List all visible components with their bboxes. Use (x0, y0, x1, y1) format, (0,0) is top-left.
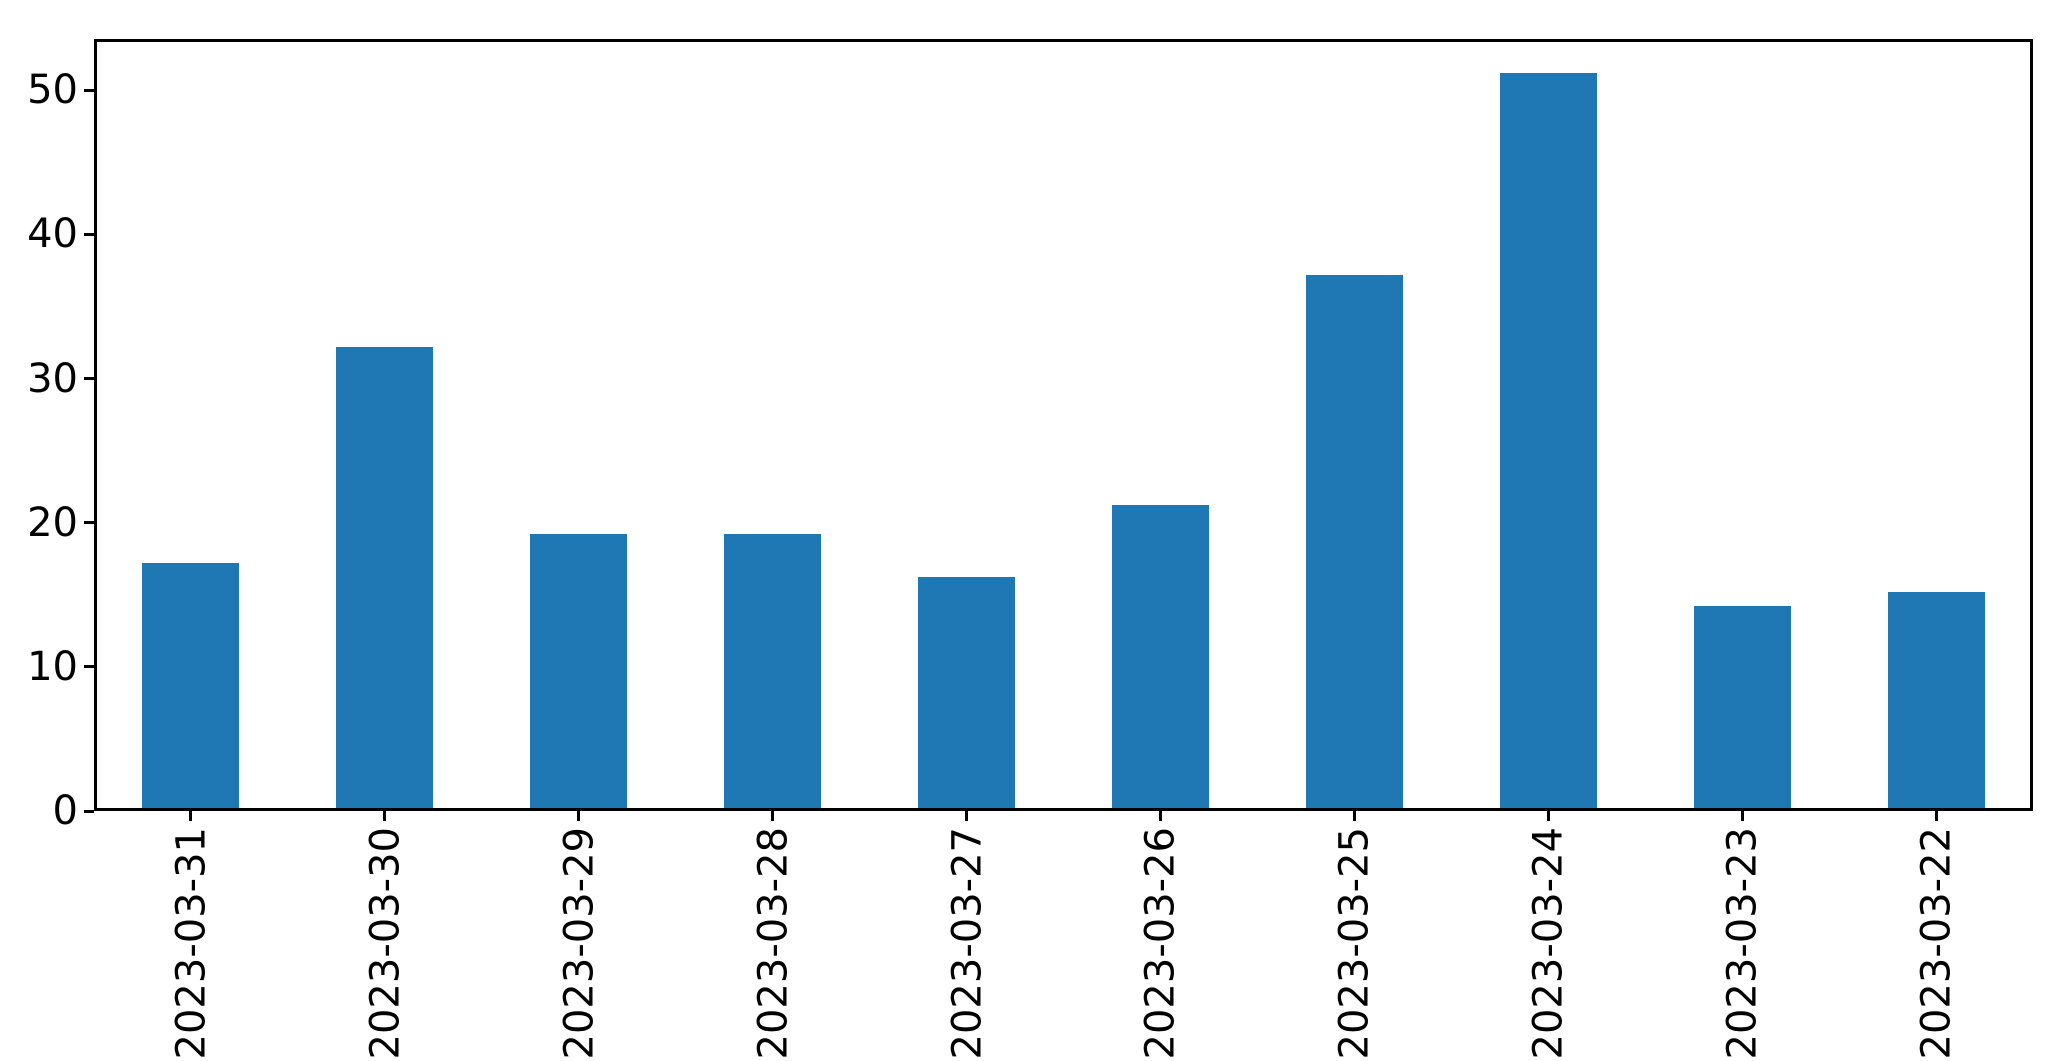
x-tick-label: 2023-03-24 (1525, 827, 1572, 1060)
x-tick-label: 2023-03-28 (750, 827, 797, 1060)
y-tick-label: 30 (27, 355, 78, 402)
bar (336, 346, 434, 808)
x-tick-mark (1740, 811, 1744, 821)
x-tick-label: 2023-03-29 (556, 827, 603, 1060)
x-tick-mark (771, 811, 775, 821)
x-tick-mark (1546, 811, 1550, 821)
x-tick-mark (189, 811, 193, 821)
y-tick-mark (84, 377, 94, 380)
y-tick-mark (84, 665, 94, 669)
x-tick-label: 2023-03-26 (1137, 827, 1184, 1060)
bar (142, 562, 240, 808)
y-tick-mark (84, 88, 94, 92)
x-tick-mark (965, 811, 969, 821)
y-tick-label: 10 (27, 643, 78, 690)
bar (530, 534, 628, 808)
bar (1305, 274, 1403, 808)
x-tick-label: 2023-03-27 (944, 827, 991, 1060)
x-tick-label: 2023-03-31 (168, 827, 215, 1060)
y-tick-label: 20 (27, 499, 78, 546)
plot-area (94, 39, 2033, 811)
x-tick-label: 2023-03-23 (1719, 827, 1766, 1060)
y-tick-mark (84, 232, 94, 236)
y-tick-mark (84, 521, 94, 525)
x-tick-label: 2023-03-22 (1913, 827, 1960, 1060)
bar (1693, 606, 1791, 808)
y-tick-label: 50 (27, 67, 78, 114)
x-tick-label: 2023-03-30 (362, 827, 409, 1060)
bar (1887, 591, 1985, 808)
x-tick-label: 2023-03-25 (1331, 827, 1378, 1060)
y-tick-label: 40 (27, 211, 78, 258)
y-tick-label: 0 (52, 788, 78, 834)
bar (1111, 505, 1209, 808)
x-tick-mark (577, 811, 581, 821)
bar (1499, 72, 1597, 808)
x-tick-mark (1352, 811, 1356, 821)
x-tick-mark (1934, 811, 1938, 821)
y-tick-mark (84, 809, 94, 813)
bar (918, 577, 1015, 808)
x-tick-mark (383, 811, 387, 821)
x-tick-mark (1158, 811, 1162, 821)
bar (724, 534, 822, 808)
